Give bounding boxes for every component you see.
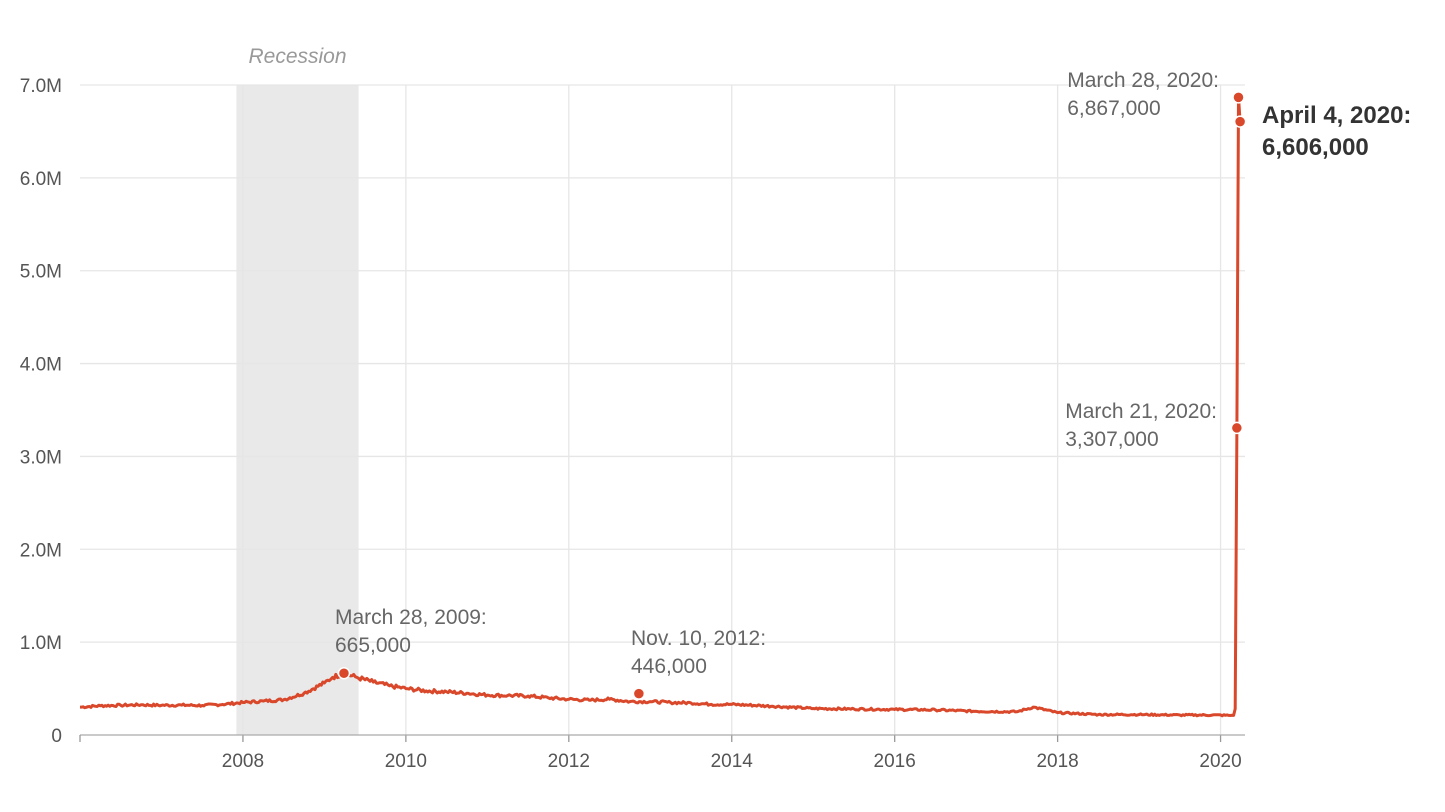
annotation-date: March 28, 2020: — [1067, 69, 1219, 92]
x-axis-ticks: 2008 2010 2012 2014 2016 2018 2020 — [222, 751, 1242, 772]
series-layer — [80, 95, 1242, 718]
vertical-gridlines — [242, 85, 1222, 735]
x-tick-label: 2018 — [1036, 751, 1078, 772]
annotation-date: April 4, 2020: — [1262, 102, 1411, 129]
y-tick-label: 5.0M — [20, 262, 62, 283]
highlight-points — [337, 91, 1247, 700]
x-tick-label: 2014 — [711, 751, 754, 772]
highlight-point — [337, 667, 351, 680]
x-tick-label: 2008 — [222, 751, 264, 772]
annotations: March 28, 2009: 665,000 Nov. 10, 2012: 446,… — [335, 69, 1411, 678]
y-tick-label: 3.0M — [20, 447, 62, 468]
x-tick-label: 2016 — [874, 751, 916, 772]
annotation-value: 3,307,000 — [1065, 428, 1158, 451]
highlight-point — [1230, 421, 1244, 435]
horizontal-gridlines — [80, 84, 1245, 643]
highlight-point — [1233, 115, 1247, 128]
annotation-date: Nov. 10, 2012: — [631, 627, 766, 650]
highlight-point — [1232, 91, 1245, 104]
y-tick-label: 6.0M — [20, 169, 62, 190]
annotation-date: March 28, 2009: — [335, 606, 487, 629]
y-tick-label: 4.0M — [20, 355, 62, 376]
axes — [79, 734, 1245, 742]
y-tick-label: 7.0M — [20, 76, 62, 97]
y-tick-label: 0 — [51, 726, 62, 747]
annotation-value: 446,000 — [631, 655, 707, 678]
y-tick-label: 1.0M — [20, 633, 62, 654]
series-line — [80, 95, 1242, 718]
annotation-value: 6,606,000 — [1262, 134, 1369, 161]
x-tick-label: 2010 — [385, 751, 427, 772]
recession-band — [236, 85, 359, 735]
recession-label: Recession — [248, 45, 346, 68]
x-tick-label: 2020 — [1199, 751, 1241, 772]
highlight-point — [632, 687, 646, 700]
x-tick-label: 2012 — [548, 751, 590, 772]
annotation-date: March 21, 2020: — [1065, 400, 1217, 423]
y-axis-ticks: 0 1.0M 2.0M 3.0M 4.0M 5.0M 6.0M 7.0M — [20, 76, 62, 747]
y-tick-label: 2.0M — [20, 540, 62, 561]
annotation-value: 665,000 — [335, 634, 411, 657]
annotation-value: 6,867,000 — [1067, 97, 1160, 120]
